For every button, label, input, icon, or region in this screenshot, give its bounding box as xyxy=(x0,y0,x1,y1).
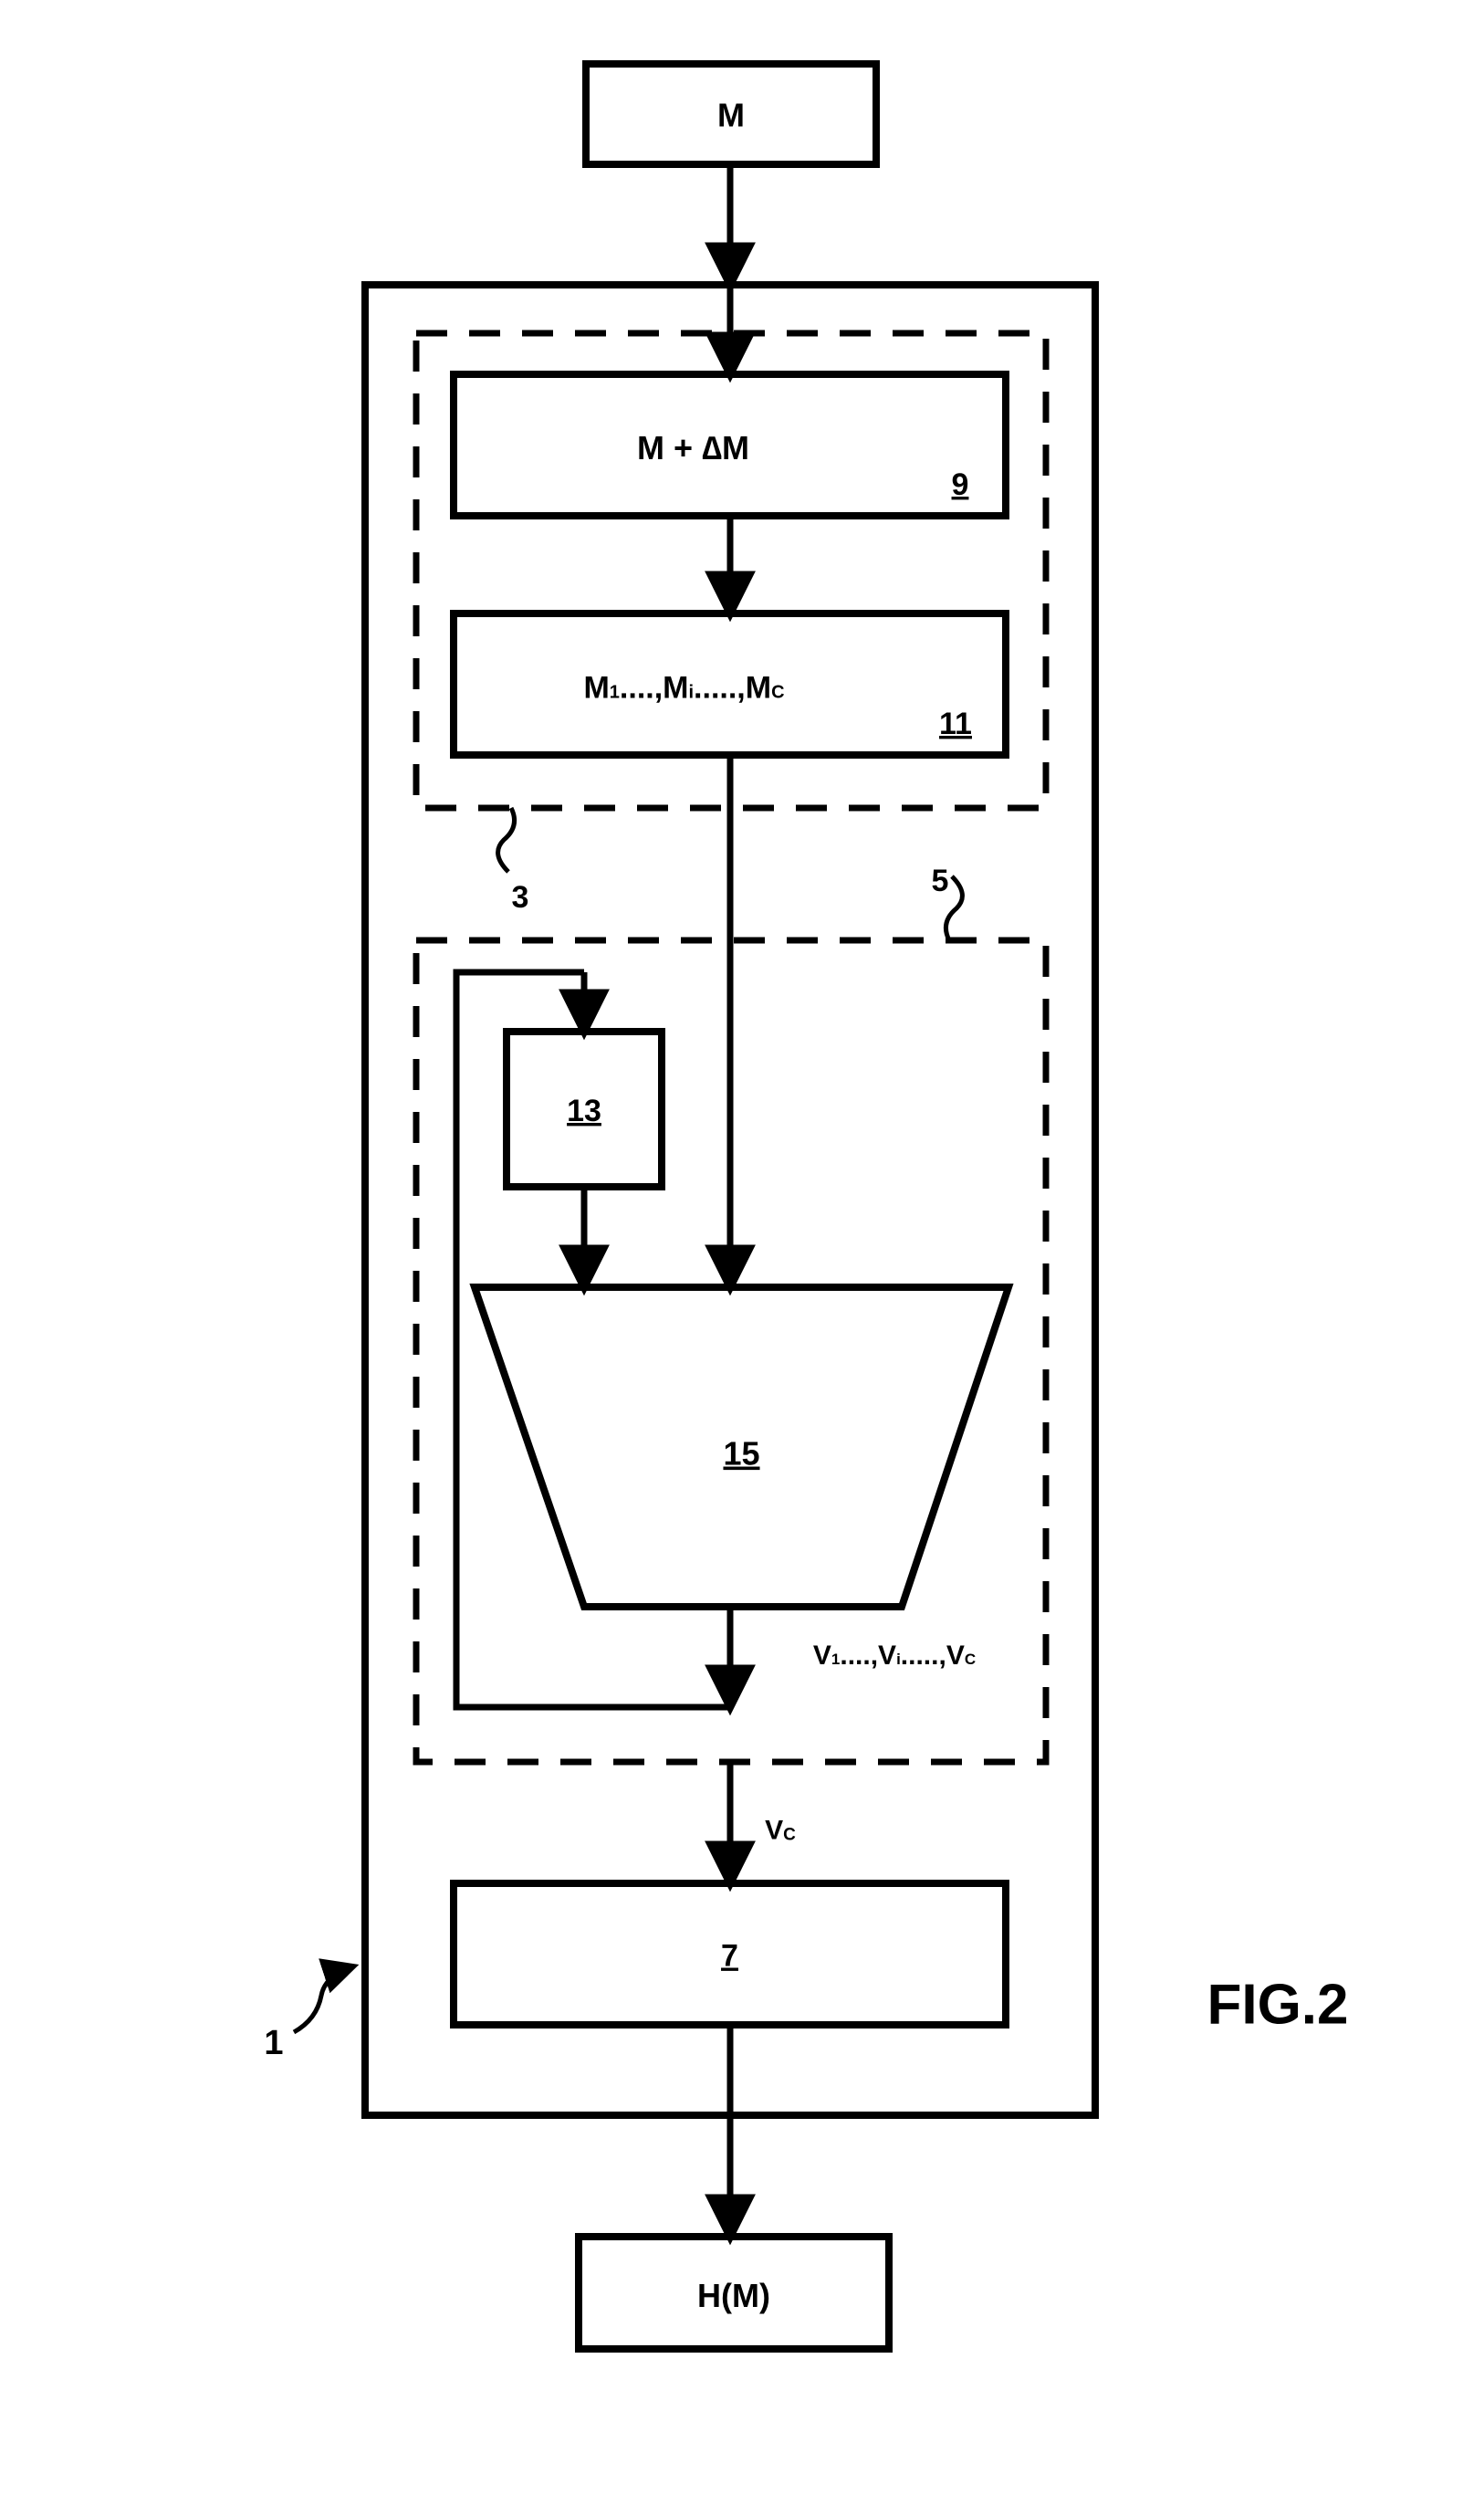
svg-text:M + ∆M: M + ∆M xyxy=(637,429,749,467)
svg-text:1: 1 xyxy=(264,2024,283,2062)
svg-text:7: 7 xyxy=(721,1938,738,1973)
svg-text:11: 11 xyxy=(939,707,972,741)
svg-text:9: 9 xyxy=(952,467,969,502)
svg-text:H(M): H(M) xyxy=(697,2277,770,2314)
svg-text:3: 3 xyxy=(512,880,529,915)
svg-text:5: 5 xyxy=(932,864,949,898)
svg-text:VC: VC xyxy=(765,1815,796,1845)
svg-text:13: 13 xyxy=(567,1094,601,1128)
svg-text:V1....,Vi.....,VC: V1....,Vi.....,VC xyxy=(813,1641,976,1671)
svg-text:M1....,Mi.....,MC: M1....,Mi.....,MC xyxy=(583,670,784,705)
svg-text:15: 15 xyxy=(723,1435,759,1473)
svg-text:FIG.2: FIG.2 xyxy=(1207,1973,1348,2036)
svg-text:M: M xyxy=(717,97,745,134)
